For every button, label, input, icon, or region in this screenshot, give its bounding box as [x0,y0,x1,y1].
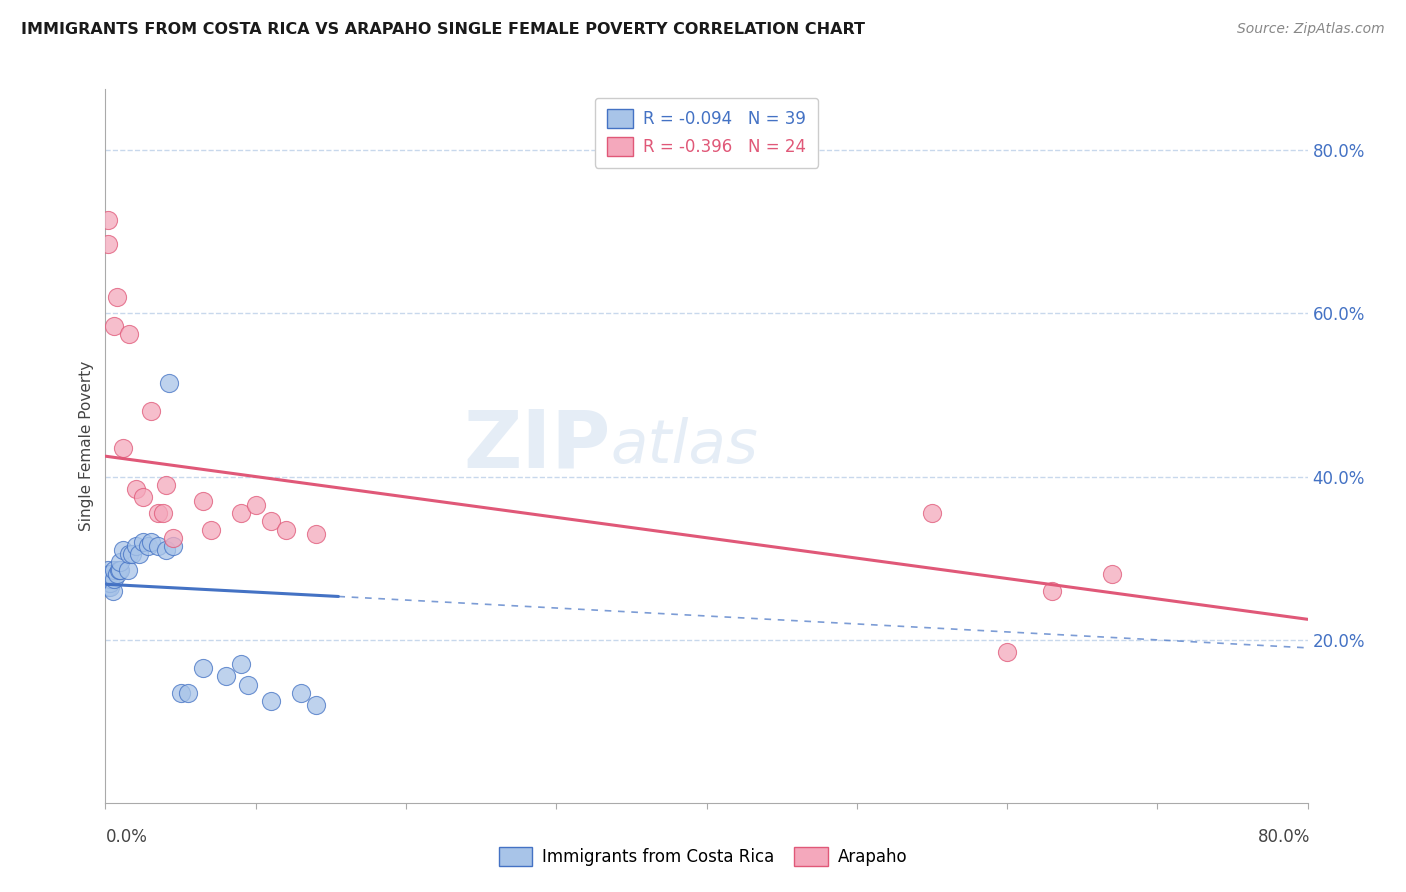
Point [97,212,120,227]
Point [121,547,143,561]
Point [139,404,162,418]
Point [290,686,312,700]
Point [110,563,132,577]
Point [112,441,135,455]
Point [97,563,120,577]
Point [118,326,141,341]
Point [103,318,125,333]
Point [132,534,155,549]
Text: atlas: atlas [610,417,758,475]
Point [238,677,260,691]
Point [136,539,159,553]
Point [98,567,121,582]
Point [146,539,169,553]
Point [103,563,125,577]
Point [200,523,222,537]
Point [97,575,120,590]
Text: Source: ZipAtlas.com: Source: ZipAtlas.com [1237,22,1385,37]
Point [305,698,328,712]
Point [229,506,252,520]
Point [169,686,191,700]
Point [305,526,328,541]
Point [124,539,146,553]
Text: ZIP: ZIP [463,407,610,485]
Point [1101,567,1123,582]
Point [97,572,120,586]
Text: 0.0%: 0.0% [105,828,148,846]
Point [155,477,177,491]
Point [1040,583,1063,598]
Point [245,498,267,512]
Point [103,572,125,586]
Point [128,547,150,561]
Y-axis label: Single Female Poverty: Single Female Poverty [79,361,94,531]
Point [260,515,283,529]
Legend: Immigrants from Costa Rica, Arapaho: Immigrants from Costa Rica, Arapaho [491,838,915,875]
Point [274,523,297,537]
Point [214,669,236,683]
Point [98,575,121,590]
Point [132,490,155,504]
Point [98,572,121,586]
Point [107,567,129,582]
Text: IMMIGRANTS FROM COSTA RICA VS ARAPAHO SINGLE FEMALE POVERTY CORRELATION CHART: IMMIGRANTS FROM COSTA RICA VS ARAPAHO SI… [21,22,865,37]
Point [98,580,121,594]
Point [155,543,177,558]
Point [110,555,132,569]
Point [191,494,214,508]
Point [108,563,131,577]
Point [97,580,120,594]
Point [229,657,252,672]
Point [97,572,120,586]
Point [162,531,184,545]
Point [107,290,129,304]
Point [97,567,120,582]
Point [112,543,135,558]
Point [124,482,146,496]
Point [139,534,162,549]
Point [101,583,124,598]
Point [162,539,184,553]
Point [157,376,180,390]
Point [117,563,139,577]
Point [260,694,283,708]
Point [177,686,200,700]
Legend: R = -0.094   N = 39, R = -0.396   N = 24: R = -0.094 N = 39, R = -0.396 N = 24 [595,97,818,168]
Point [146,506,169,520]
Point [995,645,1018,659]
Point [118,547,141,561]
Point [921,506,943,520]
Point [97,237,120,252]
Point [152,506,174,520]
Text: 80.0%: 80.0% [1258,828,1310,846]
Point [191,661,214,675]
